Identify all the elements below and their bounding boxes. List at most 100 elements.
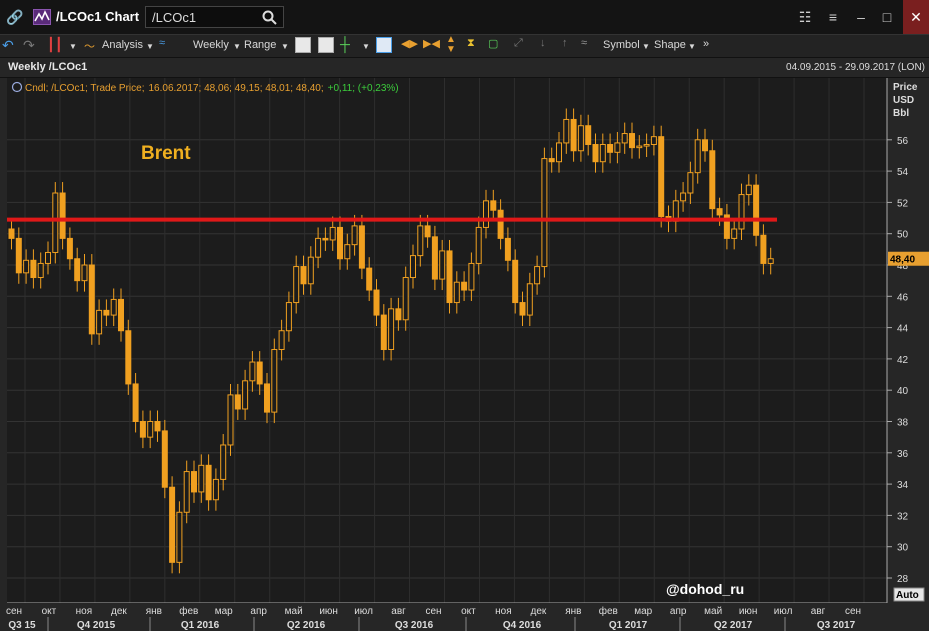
candle-body (504, 237, 511, 261)
x-quarter-label: Q1 2017 (609, 620, 648, 631)
shape-menu[interactable]: Shape (654, 39, 686, 51)
price-axis-title-line1: Price (893, 82, 918, 93)
candle (607, 133, 614, 164)
minimize-button[interactable]: – (857, 9, 865, 25)
x-quarter-label: Q3 2016 (395, 620, 434, 631)
line-chart-icon[interactable] (295, 37, 311, 53)
select-icon[interactable]: ▢ (488, 38, 499, 50)
chevron-down-icon[interactable]: ▼ (688, 42, 696, 51)
x-quarter-label: Q2 2016 (287, 620, 326, 631)
data-window-icon[interactable] (376, 37, 392, 53)
chevron-down-icon[interactable]: ▼ (362, 42, 370, 51)
candle (74, 247, 81, 292)
candle (680, 182, 687, 212)
y-tick-label: 32 (897, 511, 909, 522)
candle-body (322, 237, 329, 241)
undo-icon[interactable]: ↶ (2, 37, 14, 53)
candle (556, 131, 562, 173)
x-month-label: ноя (76, 606, 93, 617)
candle (643, 133, 650, 158)
last-price-tag: 48,40 (888, 251, 929, 266)
candle-body (395, 308, 402, 321)
candle-body (358, 225, 365, 269)
y-tick-label: 48 (897, 261, 909, 272)
candle-body (636, 145, 643, 149)
chevron-down-icon[interactable]: ▼ (233, 42, 241, 51)
watermark-text: @dohod_ru (666, 581, 744, 597)
chevron-down-icon[interactable]: ▼ (642, 42, 650, 51)
candle (534, 255, 541, 295)
candle (59, 182, 66, 250)
interval-menu[interactable]: Weekly (193, 39, 229, 51)
candle-body (169, 486, 176, 563)
chart-area[interactable]: 28 30 32 34 36 38 40 42 44 46 48 50 52 54 56 сен окт ноя… (0, 78, 929, 631)
close-button[interactable]: ✕ (903, 0, 929, 34)
hourglass-icon[interactable]: ⧗ (467, 37, 475, 49)
more-icon[interactable]: » (703, 38, 710, 50)
zoom-vertical-icon[interactable]: ▲ ▼ (446, 34, 456, 55)
zoom-in-icon[interactable]: ◀▶ (401, 38, 418, 50)
candle-body (490, 200, 497, 211)
redo-icon[interactable]: ↷ (23, 37, 35, 53)
candle-body (738, 194, 745, 230)
chevron-down-icon[interactable]: ▼ (146, 42, 154, 51)
candle-body (643, 143, 650, 147)
candle (753, 174, 760, 247)
y-tick-label: 40 (897, 386, 909, 397)
price-axis: 28 30 32 34 36 38 40 42 44 46 48 50 52 54 56 (886, 78, 909, 603)
candle-body (621, 133, 628, 144)
candle-body (183, 471, 190, 513)
search-icon[interactable] (262, 10, 277, 25)
fit-icon[interactable]: ⤢ (514, 37, 523, 49)
auto-scale-button[interactable]: Auto (893, 587, 925, 602)
x-quarter-label: Q3 15 (8, 620, 36, 631)
price-chart-svg[interactable]: 28 30 32 34 36 38 40 42 44 46 48 50 52 54 56 сен окт ноя… (0, 78, 929, 631)
x-month-label: июл (354, 606, 373, 617)
arrow-up-icon[interactable]: ↑ (562, 37, 568, 49)
x-month-label: ноя (495, 606, 512, 617)
analysis-icon[interactable]: 〜 (84, 41, 95, 53)
candle-body (548, 158, 555, 163)
candle-body (198, 464, 205, 493)
analysis-menu[interactable]: Analysis (102, 39, 143, 51)
symbol-search-input[interactable]: /LCOc1 (145, 6, 284, 28)
candle (475, 216, 482, 275)
sitemap-icon[interactable]: ☷ (798, 9, 812, 25)
candle-body (74, 258, 81, 282)
interval-icon[interactable]: ≈ (159, 37, 166, 49)
candle (395, 297, 402, 331)
candle (461, 271, 468, 301)
candle (344, 233, 351, 270)
y-tick-label: 54 (897, 167, 909, 178)
x-month-label: июл (774, 606, 793, 617)
candle-body (30, 259, 37, 279)
x-quarter-label: Q1 2016 (181, 620, 220, 631)
candle-body (592, 143, 599, 163)
candle (242, 369, 249, 420)
arrow-down-icon[interactable]: ↓ (540, 37, 546, 49)
candle-body (512, 259, 519, 304)
zoom-out-icon[interactable]: ▶◀ (423, 38, 440, 50)
compare-chart-icon[interactable] (318, 37, 334, 53)
candle (329, 216, 336, 251)
chart-info-left: Weekly /LCOc1 (8, 61, 88, 73)
candle (307, 246, 314, 295)
crosshair-icon[interactable]: ┼ (340, 36, 350, 52)
chevron-down-icon[interactable]: ▼ (281, 42, 289, 51)
candle-body (497, 209, 504, 239)
candle (512, 249, 519, 314)
link-icon[interactable]: 🔗 (6, 9, 24, 25)
symbol-icon[interactable]: ≈ (581, 37, 588, 49)
candle (592, 133, 599, 173)
symbol-menu[interactable]: Symbol (603, 39, 640, 51)
candle-body (468, 262, 475, 291)
range-menu[interactable]: Range (244, 39, 277, 51)
y-tick-label: 28 (897, 574, 909, 585)
candle (183, 460, 190, 524)
candle (169, 476, 176, 574)
maximize-button[interactable]: □ (882, 9, 892, 25)
chevron-down-icon[interactable]: ▼ (69, 42, 77, 51)
candle-icon[interactable]: ┃┃ (47, 37, 63, 52)
menu-icon[interactable]: ≡ (828, 9, 838, 25)
x-month-label: окт (42, 606, 57, 617)
